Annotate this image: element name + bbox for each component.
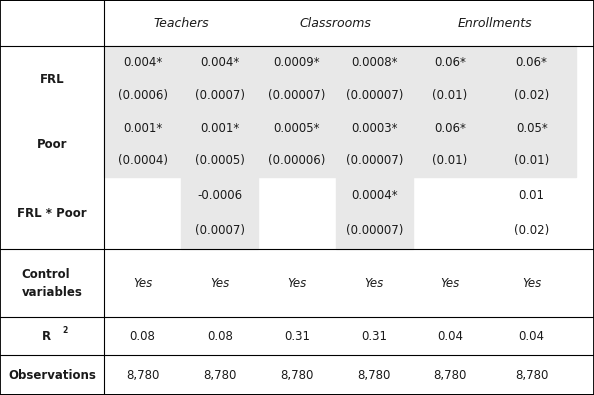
Text: (0.00006): (0.00006)	[268, 154, 326, 167]
Text: 0.06*: 0.06*	[434, 56, 466, 69]
Text: -0.0006: -0.0006	[197, 189, 242, 201]
Text: (0.01): (0.01)	[432, 89, 467, 102]
Text: Poor: Poor	[37, 138, 67, 151]
Text: (0.01): (0.01)	[432, 154, 467, 167]
Text: 0.08: 0.08	[207, 330, 233, 343]
Text: 0.31: 0.31	[361, 330, 387, 343]
Bar	[104, 46, 576, 177]
Text: 0.04: 0.04	[437, 330, 463, 343]
Text: (0.02): (0.02)	[514, 224, 549, 237]
Text: Yes: Yes	[287, 277, 307, 290]
Text: (0.0007): (0.0007)	[195, 89, 245, 102]
Text: (0.00007): (0.00007)	[346, 154, 403, 167]
Text: 0.06*: 0.06*	[516, 56, 548, 69]
Text: R: R	[42, 330, 50, 343]
Text: 0.004*: 0.004*	[123, 56, 162, 69]
Text: 8,780: 8,780	[203, 369, 236, 382]
Text: (0.0005): (0.0005)	[195, 154, 245, 167]
Text: FRL: FRL	[40, 73, 64, 86]
Text: 0.001*: 0.001*	[123, 122, 162, 135]
Text: Control
variables: Control variables	[21, 268, 83, 299]
Text: (0.02): (0.02)	[514, 89, 549, 102]
Text: Classrooms: Classrooms	[299, 17, 372, 30]
Text: Yes: Yes	[210, 277, 229, 290]
Text: Enrollments: Enrollments	[457, 17, 532, 30]
Text: 2: 2	[62, 326, 68, 335]
Text: 0.31: 0.31	[284, 330, 310, 343]
Text: 0.0009*: 0.0009*	[274, 56, 320, 69]
Text: Yes: Yes	[440, 277, 460, 290]
Text: 8,780: 8,780	[515, 369, 548, 382]
Text: 0.001*: 0.001*	[200, 122, 239, 135]
Text: 8,780: 8,780	[126, 369, 159, 382]
Text: 0.04: 0.04	[519, 330, 545, 343]
Text: (0.0006): (0.0006)	[118, 89, 168, 102]
Text: 0.01: 0.01	[519, 189, 545, 201]
Bar	[336, 177, 413, 249]
Text: 0.0005*: 0.0005*	[274, 122, 320, 135]
Text: 0.06*: 0.06*	[434, 122, 466, 135]
Text: Yes: Yes	[133, 277, 152, 290]
Text: 0.05*: 0.05*	[516, 122, 548, 135]
Text: Teachers: Teachers	[153, 17, 209, 30]
Text: 8,780: 8,780	[433, 369, 467, 382]
Text: Yes: Yes	[365, 277, 384, 290]
Text: 0.004*: 0.004*	[200, 56, 239, 69]
Text: (0.01): (0.01)	[514, 154, 549, 167]
Text: 0.0003*: 0.0003*	[351, 122, 397, 135]
Text: 0.08: 0.08	[129, 330, 156, 343]
Text: FRL * Poor: FRL * Poor	[17, 207, 87, 220]
Text: 8,780: 8,780	[280, 369, 314, 382]
Text: (0.0004): (0.0004)	[118, 154, 168, 167]
Text: Observations: Observations	[8, 369, 96, 382]
Text: (0.00007): (0.00007)	[268, 89, 326, 102]
Text: (0.0007): (0.0007)	[195, 224, 245, 237]
Bar	[181, 177, 258, 249]
Text: Yes: Yes	[522, 277, 541, 290]
Text: (0.00007): (0.00007)	[346, 224, 403, 237]
Text: 0.0008*: 0.0008*	[351, 56, 397, 69]
Text: 8,780: 8,780	[358, 369, 391, 382]
Text: (0.00007): (0.00007)	[346, 89, 403, 102]
Text: 0.0004*: 0.0004*	[351, 189, 397, 201]
